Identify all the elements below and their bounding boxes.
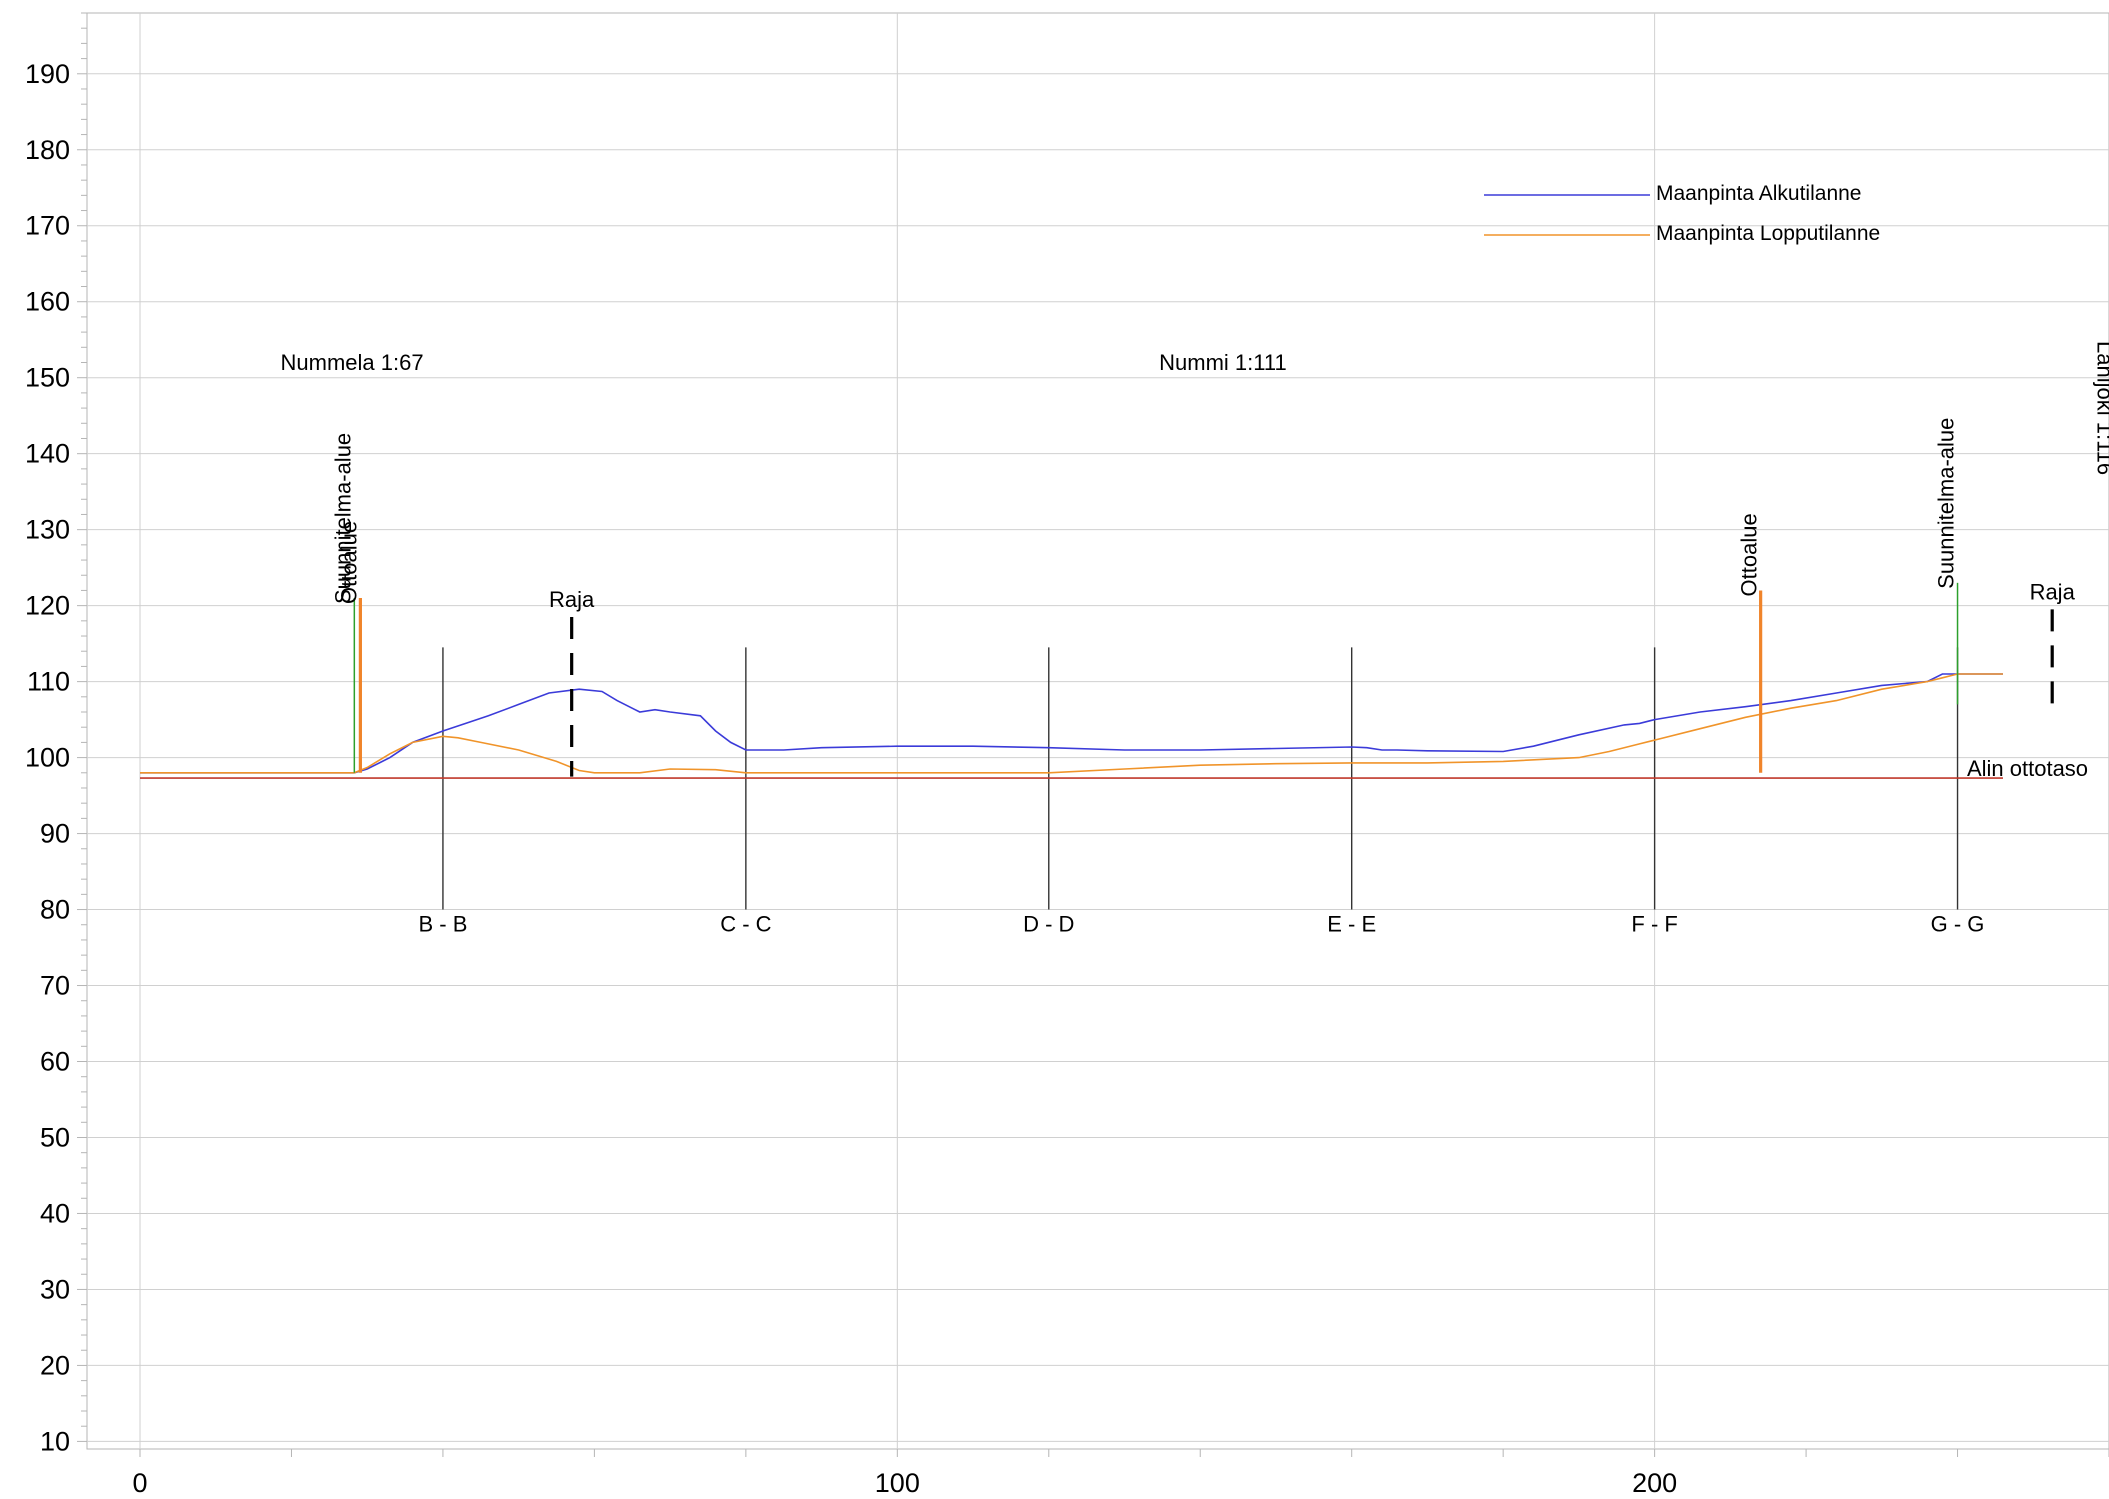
legend-label: Maanpinta Lopputilanne — [1656, 222, 1880, 245]
plot-frame — [86, 12, 2109, 1450]
y-tick-label: 120 — [25, 591, 70, 621]
area-label: Nummi 1:111 — [1159, 350, 1287, 375]
legend-label: Maanpinta Alkutilanne — [1656, 182, 1861, 205]
boundary-label: Raja — [2030, 579, 2076, 604]
y-tick-label: 50 — [40, 1122, 70, 1152]
section-label: C - C — [720, 912, 771, 937]
x-axis: 0 100 200 — [132, 1468, 1677, 1498]
grid — [87, 13, 2109, 1449]
section-label: B - B — [418, 912, 467, 937]
y-tick-label: 80 — [40, 895, 70, 925]
marker-label: Suunnitelma-alue — [330, 433, 355, 604]
marker-label: Suunnitelma-alue — [1934, 418, 1959, 589]
x-tick-label: 100 — [875, 1468, 920, 1498]
section-label: G - G — [1931, 912, 1985, 937]
y-axis: 10 20 30 40 50 60 70 80 90 100 110 120 130 140 150 160 1… — [25, 59, 70, 1457]
area-label: Lähijoki 1:116 — [2093, 341, 2109, 475]
section-label: E - E — [1327, 912, 1376, 937]
boundary-label: Raja — [549, 587, 595, 612]
y-tick-label: 140 — [25, 439, 70, 469]
area-labels: Nummela 1:67 Nummi 1:111 Lähijoki 1:116 — [281, 341, 2109, 475]
y-tick-label: 70 — [40, 971, 70, 1001]
reference-line-label: Alin ottotaso — [1967, 756, 2088, 781]
y-tick-label: 130 — [25, 515, 70, 545]
y-tick-label: 110 — [27, 667, 70, 697]
y-tick-label: 60 — [40, 1047, 70, 1077]
boundaries: Raja Raja — [549, 579, 2076, 777]
y-tick-label: 160 — [25, 287, 70, 317]
y-tick-label: 100 — [25, 743, 70, 773]
y-tick-label: 150 — [25, 363, 70, 393]
y-tick-label: 190 — [25, 59, 70, 89]
y-tick-label: 170 — [25, 211, 70, 241]
marker-label: Ottoalue — [336, 521, 361, 604]
section-label: F - F — [1631, 912, 1677, 937]
reference-lines: Alin ottotaso — [140, 756, 2088, 781]
section-label: D - D — [1023, 912, 1074, 937]
legend: Maanpinta Alkutilanne Maanpinta Lopputila… — [1484, 182, 1880, 245]
y-tick-label: 40 — [40, 1198, 70, 1228]
y-tick-label: 180 — [25, 135, 70, 165]
y-tick-label: 90 — [40, 819, 70, 849]
marker-label: Ottoalue — [1737, 513, 1762, 596]
x-tick-label: 0 — [132, 1468, 147, 1498]
series-line — [140, 673, 2003, 774]
area-label: Nummela 1:67 — [281, 350, 424, 375]
x-tick-label: 200 — [1632, 1468, 1677, 1498]
y-tick-label: 30 — [40, 1274, 70, 1304]
y-tick-label: 10 — [40, 1426, 70, 1456]
axis-minor-ticks — [77, 12, 2109, 1457]
y-tick-label: 20 — [40, 1350, 70, 1380]
